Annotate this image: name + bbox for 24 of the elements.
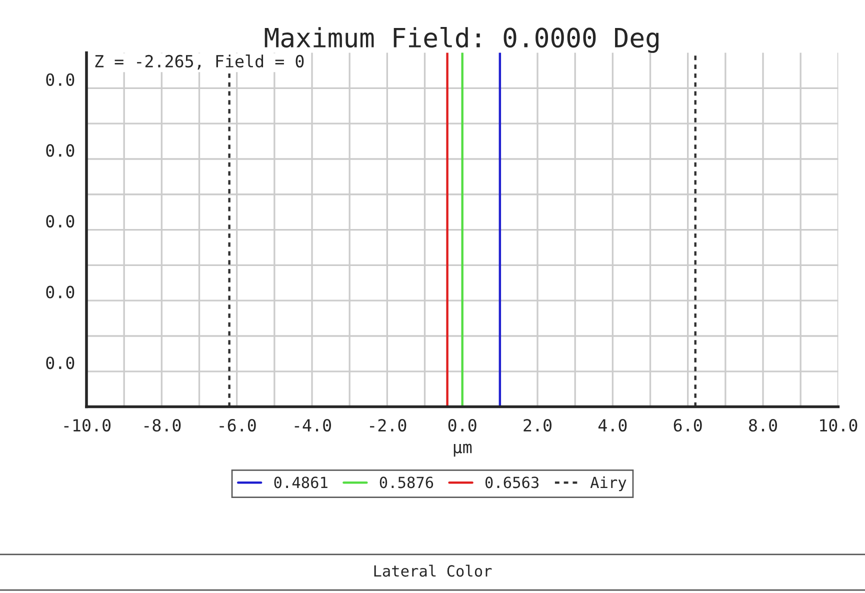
text: 0.0 [46,144,74,157]
x-tick-label: -2.0 [370,418,406,432]
chart-title: Maximum Field: 0.0000 Deg [264,27,658,53]
x-tick-label: 0.0 [448,418,476,432]
annotation: Z = -2.265, Field = 0 [95,54,304,70]
x-tick-label: 10.0 [820,418,858,432]
x-tick-label: 6.0 [674,418,702,432]
text: 0.0 [46,214,74,228]
text: 0.0 [46,286,74,298]
x-tick-label: 2.0 [524,418,552,432]
text: Lateral Color [374,564,492,577]
legend-label: 0.4861 [274,476,328,488]
legend-label: 0.5876 [380,476,434,488]
legend-label: 0.6563 [485,476,539,488]
legend-label: Airy [590,476,626,492]
x-tick-label: -8.0 [144,418,181,432]
x-tick-label: 8.0 [749,418,777,432]
text: 0.0 [46,356,74,370]
x-tick-label: -10.0 [64,418,111,432]
x-tick-label: 4.0 [598,418,627,432]
x-tick-label: -4.0 [294,418,331,432]
text: 0.0 [46,73,74,86]
x-axis-title: µm [454,444,472,457]
x-tick-label: -6.0 [220,418,256,432]
